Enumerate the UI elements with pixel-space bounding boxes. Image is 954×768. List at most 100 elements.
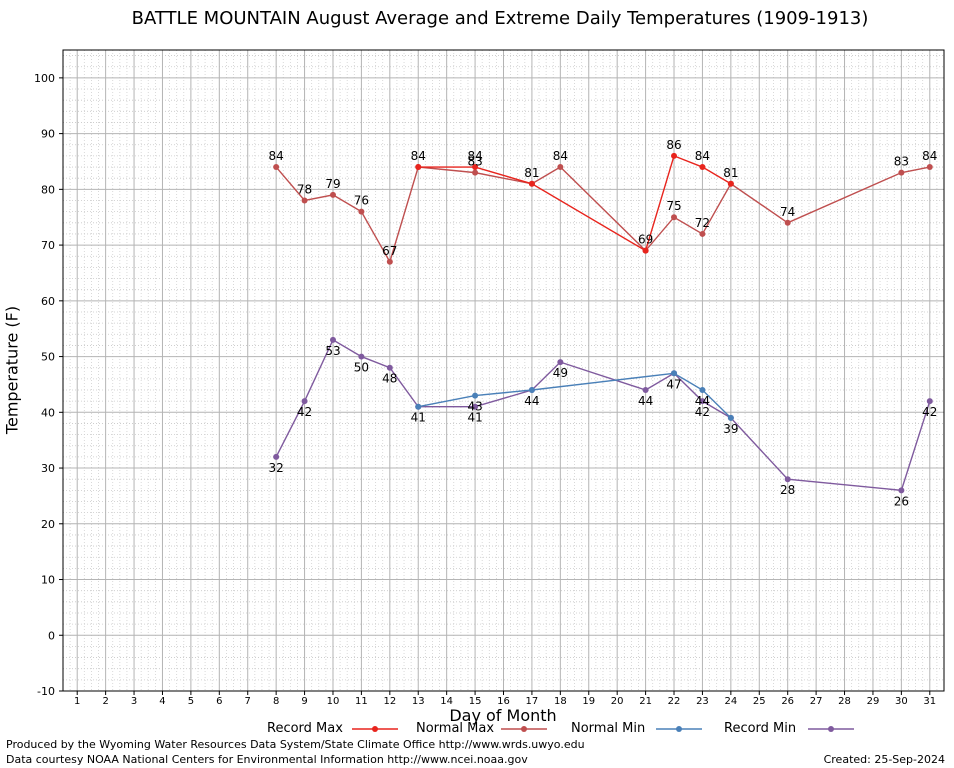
data-label: 41 [411, 411, 426, 425]
y-tick-label: -10 [37, 685, 55, 698]
series-line [418, 372, 732, 419]
x-tick-label: 24 [724, 696, 737, 707]
data-point [727, 180, 734, 187]
data-label: 78 [297, 182, 312, 196]
data-point [415, 403, 422, 410]
data-label: 76 [354, 194, 369, 208]
y-tick-label: 30 [41, 462, 55, 475]
data-label: 28 [780, 483, 795, 497]
x-tick-label: 12 [383, 696, 396, 707]
x-tick-label: 5 [188, 696, 194, 707]
data-label: 50 [354, 361, 369, 375]
x-tick-label: 6 [216, 696, 222, 707]
data-point [898, 487, 905, 494]
data-point [472, 169, 479, 176]
data-point [301, 197, 308, 204]
data-point [671, 214, 678, 221]
legend-marker [676, 726, 682, 732]
data-point [329, 336, 336, 343]
x-tick-label: 23 [696, 696, 709, 707]
data-label: 42 [922, 405, 937, 419]
y-axis-label: Temperature (F) [2, 305, 22, 435]
x-tick-label: 2 [102, 696, 108, 707]
data-label: 67 [382, 244, 397, 258]
credit-ncei: Data courtesy NOAA National Centers for … [6, 753, 528, 766]
data-label: 83 [467, 155, 482, 169]
data-label: 72 [695, 216, 710, 230]
x-tick-label: 4 [159, 696, 165, 707]
data-point [898, 169, 905, 176]
data-label: 47 [666, 377, 681, 391]
data-point [926, 398, 933, 405]
data-point [699, 387, 706, 394]
data-label: 86 [666, 138, 681, 152]
data-point [329, 191, 336, 198]
credit-wrds: Produced by the Wyoming Water Resources … [6, 738, 585, 751]
chart-title: BATTLE MOUNTAIN August Average and Extre… [131, 8, 869, 29]
data-label: 41 [467, 411, 482, 425]
data-point [784, 219, 791, 226]
x-tick-label: 26 [781, 696, 794, 707]
x-tick-label: 19 [582, 696, 595, 707]
x-tick-label: 17 [526, 696, 539, 707]
data-point [926, 164, 933, 171]
data-label: 44 [524, 394, 539, 408]
x-tick-label: 25 [753, 696, 766, 707]
x-tick-label: 13 [412, 696, 425, 707]
data-point [784, 476, 791, 483]
x-tick-label: 30 [895, 696, 908, 707]
x-tick-label: 1 [74, 696, 80, 707]
legend-marker [372, 726, 378, 732]
legend-marker [521, 726, 527, 732]
x-tick-label: 29 [867, 696, 880, 707]
data-point [699, 230, 706, 237]
x-tick-label: 8 [273, 696, 279, 707]
data-point [301, 398, 308, 405]
data-label: 39 [723, 422, 738, 436]
y-tick-label: 60 [41, 295, 55, 308]
data-label: 81 [524, 166, 539, 180]
data-label: 48 [382, 372, 397, 386]
data-point [386, 364, 393, 371]
data-label: 43 [467, 400, 482, 414]
created-date: Created: 25-Sep-2024 [823, 753, 945, 766]
y-tick-label: 70 [41, 239, 55, 252]
x-tick-label: 10 [327, 696, 340, 707]
series-line [275, 166, 930, 264]
legend-label-record-max: Record Max [267, 721, 343, 736]
data-label: 44 [695, 394, 710, 408]
data-point [472, 392, 479, 399]
x-tick-label: 7 [245, 696, 251, 707]
x-tick-label: 18 [554, 696, 567, 707]
data-label: 32 [269, 461, 284, 475]
series-line [275, 338, 931, 492]
x-tick-label: 21 [639, 696, 652, 707]
x-tick-label: 11 [355, 696, 368, 707]
data-label: 49 [553, 366, 568, 380]
data-label: 53 [325, 344, 340, 358]
y-tick-label: 90 [41, 128, 55, 141]
x-axis-label: Day of Month [449, 706, 557, 725]
data-point [699, 164, 706, 171]
data-label: 84 [269, 149, 284, 163]
x-tick-label: 28 [838, 696, 851, 707]
x-tick-label: 9 [301, 696, 307, 707]
data-point [642, 247, 649, 254]
legend [352, 726, 854, 732]
data-label: 44 [638, 394, 653, 408]
series [273, 152, 933, 494]
x-tick-label: 22 [668, 696, 681, 707]
data-point [727, 414, 734, 421]
x-tick-label: 14 [440, 696, 453, 707]
data-label: 84 [695, 149, 710, 163]
legend-label-normal-max: Normal Max [416, 721, 495, 736]
data-point [671, 152, 678, 159]
data-point [386, 258, 393, 265]
data-label: 26 [894, 494, 909, 508]
data-label: 75 [666, 199, 681, 213]
data-point [273, 164, 280, 171]
data-label: 84 [411, 149, 426, 163]
legend-label-record-min: Record Min [724, 721, 797, 736]
data-label: 84 [922, 149, 937, 163]
